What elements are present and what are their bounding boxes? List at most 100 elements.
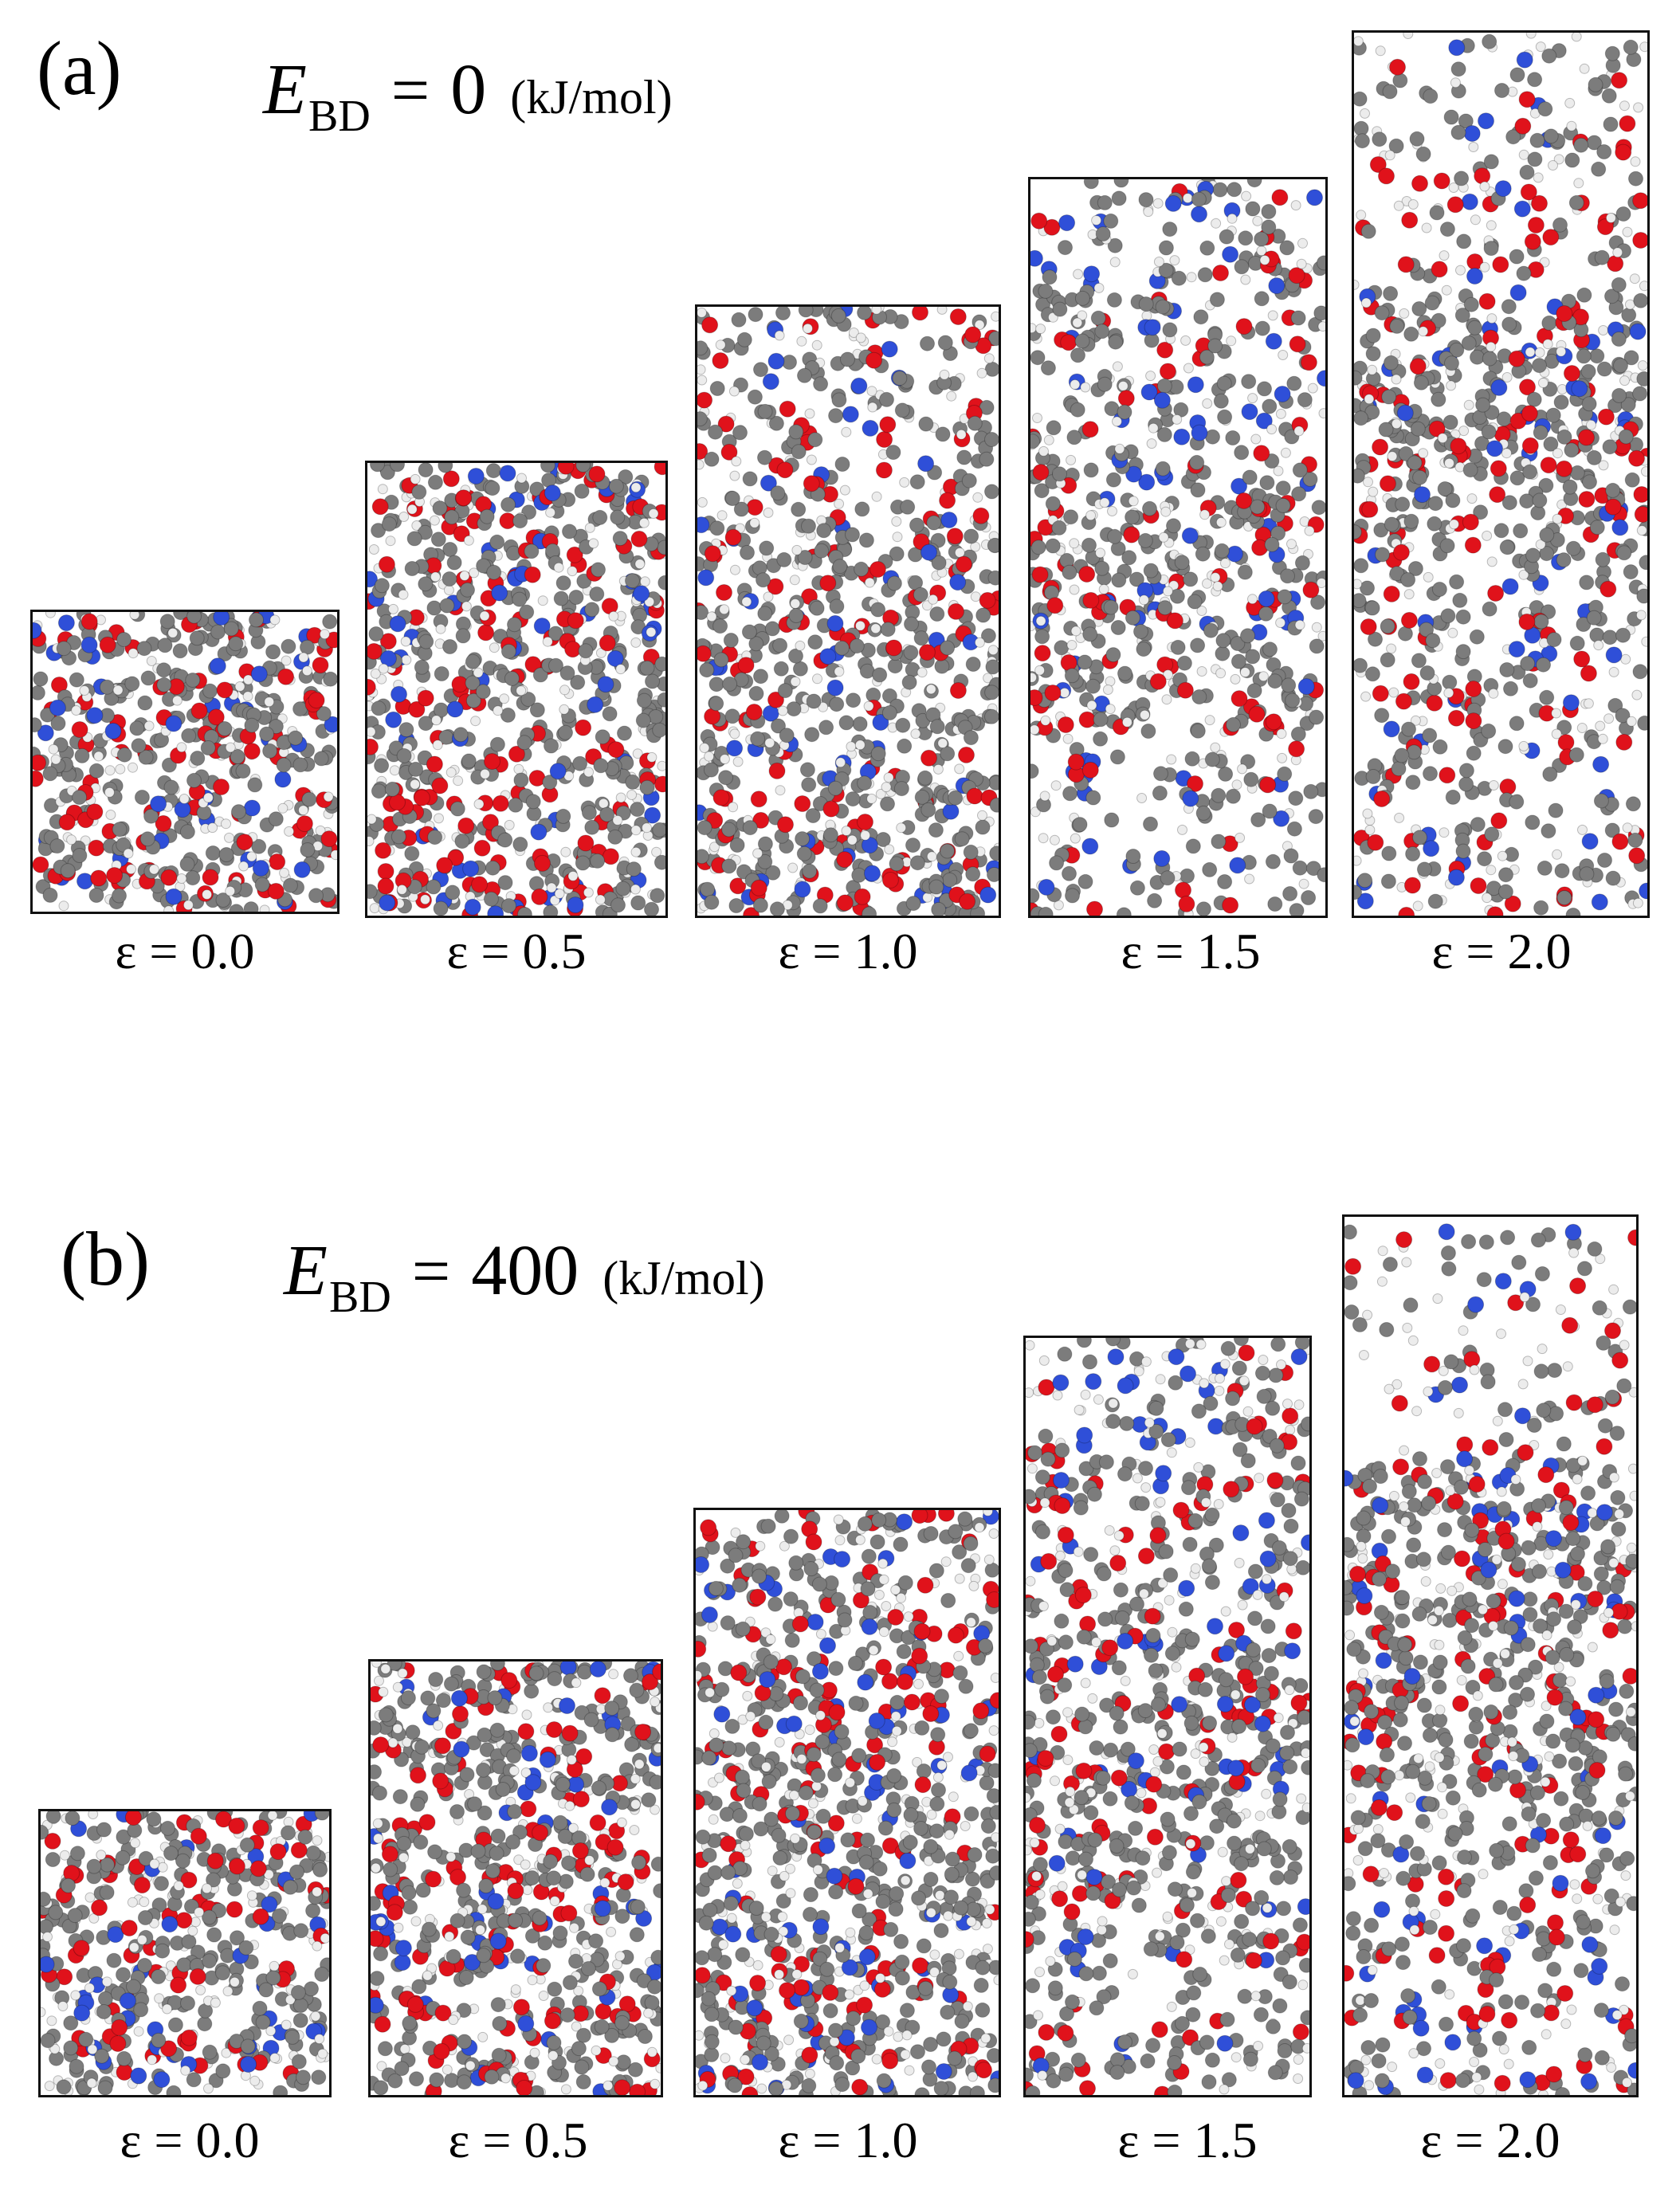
atom bbox=[156, 677, 172, 692]
atom bbox=[230, 1930, 245, 1946]
atom bbox=[189, 1967, 206, 1985]
atom bbox=[1398, 906, 1415, 916]
atom bbox=[757, 403, 773, 419]
atom bbox=[591, 562, 606, 578]
atom bbox=[897, 738, 913, 754]
atom bbox=[1296, 258, 1307, 269]
atom bbox=[1226, 335, 1237, 347]
atom bbox=[167, 627, 179, 638]
atom bbox=[1202, 398, 1213, 409]
atom bbox=[235, 763, 251, 779]
atom bbox=[1105, 472, 1121, 488]
atom bbox=[917, 667, 928, 678]
atom bbox=[209, 657, 226, 675]
atom bbox=[1104, 812, 1120, 828]
atom bbox=[863, 700, 874, 712]
atom bbox=[1125, 509, 1140, 525]
atom bbox=[1552, 849, 1563, 860]
atom bbox=[644, 596, 655, 607]
atom bbox=[1034, 483, 1050, 499]
atom bbox=[222, 1986, 234, 1997]
atom bbox=[400, 1690, 416, 1706]
atom bbox=[881, 705, 897, 720]
atom bbox=[1629, 323, 1647, 340]
atom bbox=[155, 1943, 171, 1959]
atom bbox=[392, 1723, 403, 1734]
atom bbox=[374, 1675, 384, 1686]
atom bbox=[892, 371, 908, 386]
atom bbox=[520, 692, 536, 707]
atom bbox=[745, 704, 763, 720]
atom bbox=[1053, 900, 1064, 911]
atom bbox=[1086, 700, 1097, 711]
atom bbox=[1129, 880, 1145, 896]
atom bbox=[418, 716, 434, 732]
atom bbox=[1429, 205, 1445, 221]
atom bbox=[411, 1979, 427, 1995]
atom bbox=[949, 308, 967, 325]
atom bbox=[1580, 665, 1597, 682]
atom bbox=[473, 798, 485, 810]
atom bbox=[1258, 671, 1269, 682]
atom bbox=[1573, 137, 1589, 153]
atom bbox=[708, 424, 723, 440]
atom bbox=[697, 569, 715, 587]
atom bbox=[1633, 102, 1644, 113]
atom bbox=[1093, 282, 1105, 293]
atom bbox=[562, 524, 577, 539]
atom bbox=[202, 2044, 218, 2060]
atom bbox=[626, 861, 642, 877]
atom bbox=[1220, 558, 1231, 569]
atom bbox=[630, 884, 641, 895]
atom bbox=[1556, 346, 1567, 357]
atom bbox=[104, 722, 122, 740]
atom bbox=[1395, 692, 1412, 710]
atom bbox=[1083, 462, 1099, 478]
atom bbox=[1458, 776, 1474, 792]
atom bbox=[575, 463, 591, 473]
atom bbox=[768, 762, 786, 779]
atom bbox=[391, 685, 407, 703]
atom bbox=[1598, 325, 1609, 335]
atom bbox=[267, 882, 285, 900]
atom bbox=[737, 657, 755, 674]
atom bbox=[1234, 259, 1250, 275]
atom bbox=[1409, 358, 1427, 375]
atom bbox=[300, 639, 315, 655]
atom bbox=[84, 1892, 96, 1903]
atom bbox=[1038, 906, 1054, 916]
atom bbox=[559, 665, 575, 681]
atom bbox=[1410, 715, 1421, 726]
atom bbox=[1109, 257, 1121, 268]
atom bbox=[1187, 376, 1204, 394]
atom bbox=[269, 2053, 281, 2063]
atom bbox=[1455, 609, 1471, 625]
atom bbox=[538, 1991, 549, 2001]
atom bbox=[1403, 326, 1419, 342]
atom bbox=[1298, 878, 1309, 889]
atom bbox=[159, 614, 175, 630]
atom bbox=[634, 559, 646, 570]
atom bbox=[763, 507, 774, 518]
energy-unit: (kJ/mol) bbox=[603, 1252, 765, 1304]
atom bbox=[1316, 578, 1325, 588]
atom bbox=[1104, 401, 1120, 417]
atom bbox=[1360, 297, 1372, 308]
atom bbox=[1615, 627, 1631, 643]
atom bbox=[1545, 407, 1561, 423]
atom bbox=[1191, 689, 1207, 704]
atom bbox=[313, 751, 329, 767]
atom bbox=[1155, 299, 1171, 315]
atom bbox=[870, 746, 886, 762]
atom bbox=[1639, 281, 1647, 292]
atom bbox=[1380, 618, 1395, 634]
atom bbox=[71, 705, 82, 716]
atom bbox=[371, 1930, 384, 1948]
atom bbox=[629, 1927, 645, 1943]
atom bbox=[165, 888, 183, 905]
atom bbox=[1428, 420, 1446, 437]
atom bbox=[1212, 581, 1223, 592]
atom bbox=[129, 720, 145, 736]
atom bbox=[653, 1743, 661, 1754]
atom bbox=[186, 612, 202, 624]
